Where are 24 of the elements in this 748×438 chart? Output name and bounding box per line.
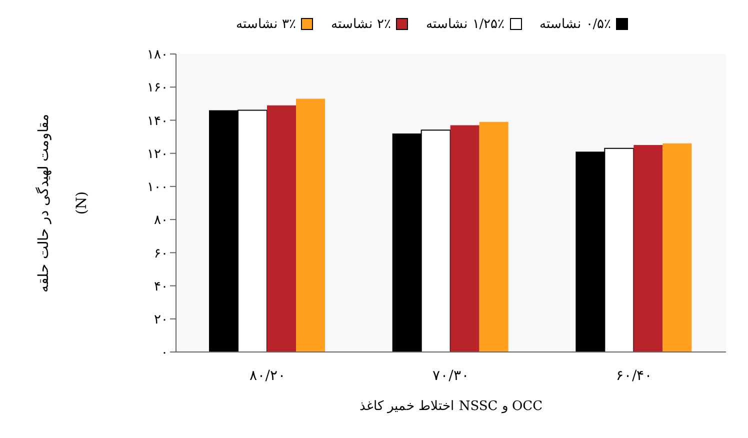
- y-tick-label: ۱۸۰: [147, 48, 168, 63]
- bar: [634, 145, 663, 352]
- legend-label: ۰/۵٪ نشاسته: [540, 16, 612, 32]
- y-tick-label: ۰: [161, 346, 168, 361]
- x-axis-title: اختلاط خمیر کاغذ NSSC و OCC: [359, 399, 543, 414]
- legend-label: ۱/۲۵٪ نشاسته: [426, 16, 505, 32]
- y-tick-label: ۱۴۰: [147, 114, 168, 129]
- y-tick-label: ۱۰۰: [147, 180, 168, 196]
- y-tick-label: ۱۲۰: [147, 146, 168, 162]
- legend-label: ۲٪ نشاسته: [330, 16, 392, 32]
- bar: [450, 125, 480, 352]
- y-tick-label: ۶۰: [154, 246, 168, 262]
- y-tick-label: ۱۶۰: [147, 80, 168, 96]
- bar: [662, 143, 692, 352]
- x-tick-label: ۸۰/۲۰: [249, 368, 286, 384]
- legend-label: ۳٪ نشاسته: [236, 16, 296, 32]
- y-tick-label: ۸۰: [154, 213, 168, 228]
- bar: [479, 122, 508, 352]
- x-tick-label: ۷۰/۳۰: [432, 368, 470, 384]
- x-tick-label: ۶۰/۴۰: [616, 368, 653, 384]
- y-tick-label: ۴۰: [154, 279, 168, 294]
- bar: [267, 105, 296, 352]
- bar: [296, 98, 325, 352]
- y-tick-label: ۲۰: [154, 312, 168, 328]
